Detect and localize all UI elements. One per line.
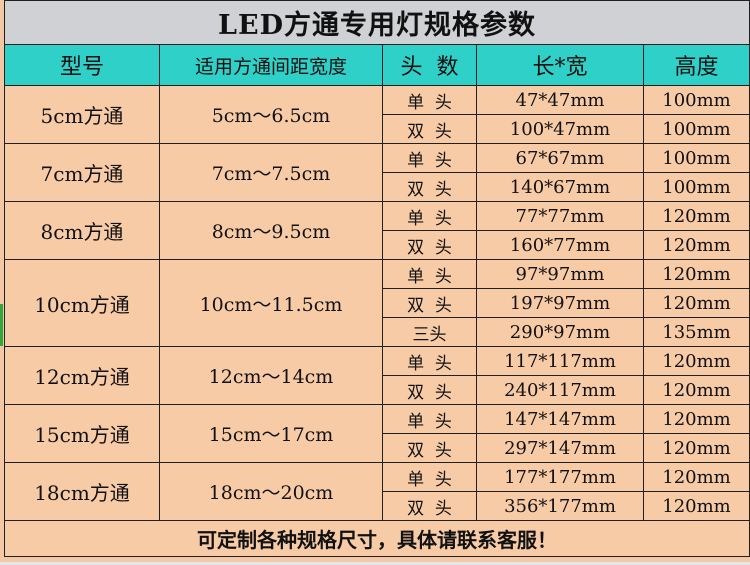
size-cell: 47*47mm	[476, 85, 644, 115]
height-cell: 120mm	[643, 375, 750, 405]
size-cell: 97*97mm	[476, 259, 644, 289]
height-cell: 120mm	[643, 404, 750, 434]
heads-cell: 双 头	[382, 288, 477, 318]
sheet-tab-strip	[0, 562, 750, 565]
heads-cell: 单 头	[382, 259, 477, 289]
height-cell: 100mm	[643, 172, 750, 202]
table-row: 5cm方通 5cm～6.5cm 单 头 47*47mm 100mm	[4, 85, 750, 144]
height-cell: 120mm	[643, 433, 750, 463]
model-cell: 12cm方通	[4, 346, 160, 405]
size-cell: 140*67mm	[476, 172, 644, 202]
size-cell: 197*97mm	[476, 288, 644, 318]
size-cell: 160*77mm	[476, 230, 644, 260]
heads-cell: 单 头	[382, 201, 477, 231]
height-cell: 100mm	[643, 143, 750, 173]
height-cell: 120mm	[643, 230, 750, 260]
header-model: 型号	[4, 44, 160, 86]
header-row: 型号 适用方通间距宽度 头 数 长*宽 高度	[4, 44, 750, 86]
spacing-range-cell: 7cm～7.5cm	[159, 143, 383, 202]
height-cell: 120mm	[643, 288, 750, 318]
heads-cell: 单 头	[382, 404, 477, 434]
height-cell: 120mm	[643, 346, 750, 376]
height-cell: 100mm	[643, 114, 750, 144]
height-cell: 120mm	[643, 491, 750, 521]
height-cell: 135mm	[643, 317, 750, 347]
heads-cell: 双 头	[382, 433, 477, 463]
spec-table: LED方通专用灯规格参数 型号 适用方通间距宽度 头 数 长*宽 高度 5cm方…	[4, 0, 750, 557]
height-cell: 120mm	[643, 462, 750, 492]
size-cell: 356*177mm	[476, 491, 644, 521]
size-cell: 297*147mm	[476, 433, 644, 463]
heads-cell: 单 头	[382, 85, 477, 115]
heads-cell: 双 头	[382, 172, 477, 202]
table-row: 双 头 297*147mm 120mm	[5, 433, 750, 463]
table-row: 18cm方通 18cm～20cm 单 头 177*177mm 120mm	[4, 462, 750, 521]
height-cell: 120mm	[643, 201, 750, 231]
heads-cell: 双 头	[382, 491, 477, 521]
footer-note: 可定制各种规格尺寸，具体请联系客服！	[4, 520, 750, 557]
header-spacing-range: 适用方通间距宽度	[159, 44, 383, 86]
table-row: 15cm方通 15cm～17cm 单 头 147*147mm 120mm	[4, 404, 750, 463]
heads-cell: 双 头	[382, 230, 477, 260]
table-row: 双 头 197*97mm 120mm	[5, 288, 750, 318]
model-cell: 8cm方通	[4, 201, 160, 260]
spacing-range-cell: 8cm～9.5cm	[159, 201, 383, 260]
table-row: 双 头 100*47mm 100mm	[5, 114, 750, 144]
height-cell: 120mm	[643, 259, 750, 289]
model-cell: 7cm方通	[4, 143, 160, 202]
heads-cell: 双 头	[382, 114, 477, 144]
size-cell: 117*117mm	[476, 346, 644, 376]
table-row: 双 头 240*117mm 120mm	[5, 375, 750, 405]
table-row: 7cm方通 7cm～7.5cm 单 头 67*67mm 100mm	[4, 143, 750, 202]
height-cell: 100mm	[643, 85, 750, 115]
spacing-range-cell: 18cm～20cm	[159, 462, 383, 521]
table-row: 10cm方通 10cm～11.5cm 单 头 97*97mm 120mm	[4, 259, 750, 347]
heads-cell: 单 头	[382, 346, 477, 376]
size-cell: 100*47mm	[476, 114, 644, 144]
size-cell: 147*147mm	[476, 404, 644, 434]
cell-selection-marker	[0, 304, 3, 346]
table-row: 12cm方通 12cm～14cm 单 头 117*117mm 120mm	[4, 346, 750, 405]
size-cell: 77*77mm	[476, 201, 644, 231]
spacing-range-cell: 10cm～11.5cm	[159, 259, 383, 347]
heads-cell: 单 头	[382, 143, 477, 173]
size-cell: 240*117mm	[476, 375, 644, 405]
header-height: 高度	[643, 44, 750, 86]
table-row: 双 头 160*77mm 120mm	[5, 230, 750, 260]
model-cell: 18cm方通	[4, 462, 160, 521]
size-cell: 67*67mm	[476, 143, 644, 173]
table-row: 双 头 140*67mm 100mm	[5, 172, 750, 202]
footer-row: 可定制各种规格尺寸，具体请联系客服！	[4, 520, 750, 557]
header-size: 长*宽	[476, 44, 644, 86]
table-title: LED方通专用灯规格参数	[4, 0, 750, 45]
title-row: LED方通专用灯规格参数	[4, 0, 750, 45]
heads-cell: 双 头	[382, 375, 477, 405]
spacing-range-cell: 5cm～6.5cm	[159, 85, 383, 144]
model-cell: 15cm方通	[4, 404, 160, 463]
size-cell: 290*97mm	[476, 317, 644, 347]
model-cell: 10cm方通	[4, 259, 160, 347]
heads-cell: 单 头	[382, 462, 477, 492]
model-cell: 5cm方通	[4, 85, 160, 144]
table-row: 三头 290*97mm 135mm	[5, 317, 750, 347]
header-heads: 头 数	[382, 44, 477, 86]
spacing-range-cell: 15cm～17cm	[159, 404, 383, 463]
table-row: 8cm方通 8cm～9.5cm 单 头 77*77mm 120mm	[4, 201, 750, 260]
spacing-range-cell: 12cm～14cm	[159, 346, 383, 405]
size-cell: 177*177mm	[476, 462, 644, 492]
heads-cell: 三头	[382, 317, 477, 347]
